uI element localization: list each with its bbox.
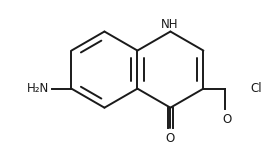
Text: NH: NH — [161, 18, 178, 31]
Text: H₂N: H₂N — [26, 82, 49, 95]
Text: Cl: Cl — [251, 82, 262, 95]
Text: O: O — [222, 113, 232, 126]
Text: O: O — [166, 132, 175, 145]
